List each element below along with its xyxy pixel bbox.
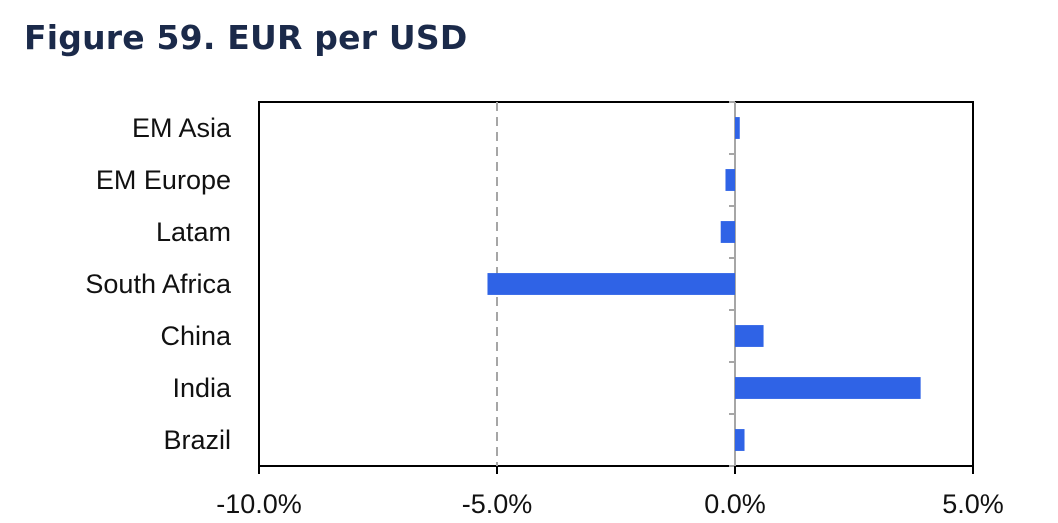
category-label: India (172, 373, 232, 403)
bar-em-asia (735, 117, 740, 139)
category-label: South Africa (85, 269, 232, 299)
x-tick-label: -5.0% (462, 489, 533, 519)
x-tick-label: 0.0% (704, 489, 766, 519)
bar-latam (720, 221, 735, 243)
category-label: Latam (156, 217, 231, 247)
category-label: EM Europe (96, 165, 231, 195)
x-tick-label: -10.0% (216, 489, 302, 519)
bar-em-europe (725, 169, 735, 191)
category-label: Brazil (163, 425, 231, 455)
x-tick-label: 5.0% (942, 489, 1004, 519)
category-label: EM Asia (132, 113, 232, 143)
chart-title: Figure 59. EUR per USD (24, 18, 468, 57)
category-label: China (160, 321, 232, 351)
bar-south-africa (487, 273, 735, 295)
bar-brazil (735, 429, 745, 451)
bar-china (735, 325, 764, 347)
bar-india (735, 377, 921, 399)
plot-area-border (258, 101, 974, 467)
